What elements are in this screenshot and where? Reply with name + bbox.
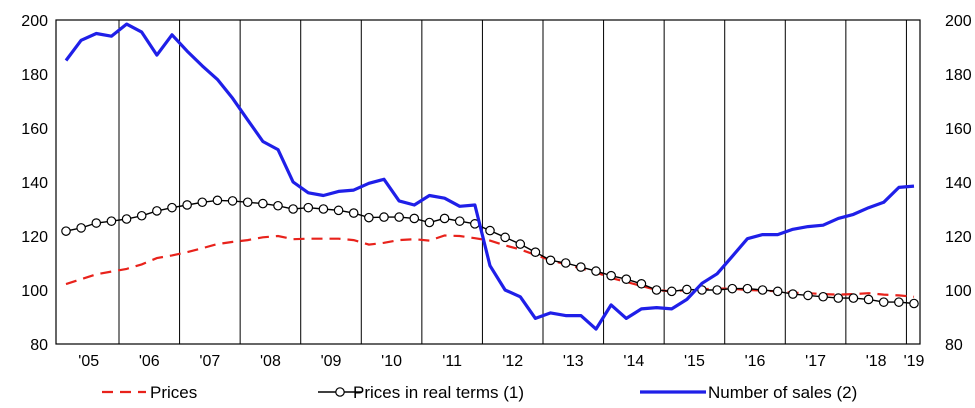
data-point (772, 286, 783, 297)
data-point (394, 212, 404, 222)
data-point (76, 223, 86, 233)
data-point (848, 293, 859, 303)
data-point (91, 218, 102, 228)
y-tick-label-left: 140 (21, 175, 48, 192)
x-tick-label: '05 (78, 353, 99, 370)
data-point (666, 286, 677, 297)
data-point (106, 216, 117, 226)
data-point (242, 197, 253, 208)
data-point (894, 297, 904, 307)
data-point (757, 285, 768, 295)
data-point (379, 212, 389, 222)
data-point (863, 294, 874, 305)
x-tick-label: '14 (623, 353, 644, 370)
data-point (742, 283, 753, 294)
data-point (288, 204, 298, 214)
x-tick-label: '06 (139, 353, 160, 370)
data-point (424, 217, 435, 228)
data-point (500, 232, 510, 243)
series-line-3 (64, 22, 915, 331)
data-point (833, 293, 844, 303)
x-tick-label: '11 (442, 353, 462, 370)
y-tick-label-right: 200 (945, 13, 972, 30)
y-tick-label-left: 120 (21, 229, 48, 246)
data-point (318, 204, 329, 214)
data-point (606, 270, 616, 281)
data-point (303, 202, 314, 213)
y-tick-label-left: 160 (21, 121, 48, 138)
data-point (682, 284, 692, 295)
x-axis: '05 '06 '07 '08 '09 '10 '11 '12 '13 '14 '15 '16 '17 '… (78, 353, 924, 370)
series-layer (61, 22, 919, 331)
legend-label: Prices in real terms (1) (353, 383, 524, 402)
data-point (545, 255, 556, 266)
data-point (212, 195, 223, 206)
y-tick-label-left: 180 (21, 67, 48, 84)
data-point (273, 200, 283, 211)
data-point (258, 198, 268, 209)
data-point (121, 214, 132, 224)
data-point (348, 208, 359, 218)
x-tick-label: '08 (260, 353, 281, 370)
x-tick-label: '09 (321, 353, 342, 370)
y-tick-label-left: 100 (21, 283, 48, 300)
x-tick-label: '16 (745, 353, 766, 370)
x-tick-label: '10 (381, 353, 402, 370)
data-point (333, 205, 344, 216)
y-tick-label-right: 100 (945, 283, 972, 300)
legend-marker (335, 387, 345, 397)
x-tick-label: '18 (866, 353, 887, 370)
data-point (152, 206, 162, 216)
y-tick-label-right: 180 (945, 67, 972, 84)
data-point (197, 197, 208, 208)
data-point (651, 285, 662, 295)
x-tick-label: '07 (199, 353, 220, 370)
data-point (182, 200, 192, 210)
data-point (560, 258, 571, 268)
y-tick-label-right: 160 (945, 121, 972, 138)
x-tick-label: '15 (684, 353, 705, 370)
data-point (621, 274, 632, 284)
data-point (454, 216, 465, 226)
data-point (364, 212, 374, 223)
y-tick-label-right: 80 (945, 337, 963, 354)
series-line-2 (65, 199, 915, 305)
data-point (439, 213, 450, 224)
data-point (878, 297, 889, 307)
right-y-axis: 80 100 120 140 160 180 200 (945, 13, 972, 354)
x-tick-label: '12 (502, 353, 523, 370)
y-tick-label-right: 120 (945, 229, 972, 246)
data-point (788, 289, 798, 299)
data-point (803, 290, 813, 301)
data-point (167, 202, 177, 213)
legend-label: Prices (150, 383, 197, 402)
data-point (530, 247, 541, 257)
data-point (818, 291, 828, 302)
data-point (636, 278, 647, 289)
plot-area (55, 19, 921, 345)
data-point (136, 210, 147, 221)
left-y-axis: 80 100 120 140 160 180 200 (21, 13, 48, 354)
data-point (227, 196, 238, 206)
data-point (727, 283, 738, 294)
data-point (576, 262, 586, 272)
data-point (485, 225, 495, 236)
data-point (61, 226, 71, 236)
x-tick-label: '13 (563, 353, 584, 370)
y-tick-label-left: 200 (21, 13, 48, 30)
data-point (591, 266, 601, 276)
data-point (409, 213, 420, 224)
y-tick-label-right: 140 (945, 175, 972, 192)
x-tick-label: '19 (904, 353, 925, 370)
legend-label: Number of sales (2) (708, 383, 857, 402)
data-point (515, 239, 526, 249)
plot-frame (55, 19, 921, 345)
data-point (909, 298, 919, 309)
legend: Prices Prices in real terms (1) Number of … (102, 383, 857, 402)
data-point (712, 285, 722, 295)
x-tick-label: '17 (805, 353, 826, 370)
y-tick-label-left: 80 (30, 337, 48, 354)
